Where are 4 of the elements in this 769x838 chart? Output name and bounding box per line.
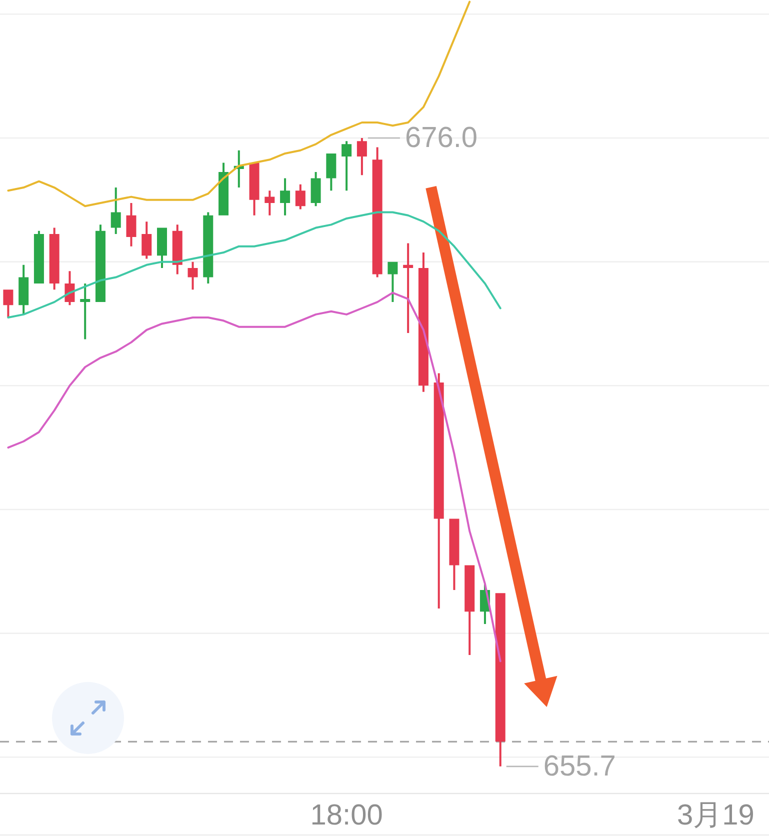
annotation: 676.0	[404, 122, 478, 154]
x-tick-label: 18:00	[310, 800, 383, 832]
x-tick-label: 3月19	[676, 800, 754, 832]
annotation: 655.7	[543, 750, 616, 782]
